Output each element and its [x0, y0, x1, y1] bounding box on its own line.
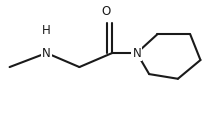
Text: N: N: [132, 47, 141, 60]
Text: H: H: [42, 24, 51, 37]
Text: O: O: [102, 5, 111, 18]
Text: N: N: [42, 47, 51, 60]
